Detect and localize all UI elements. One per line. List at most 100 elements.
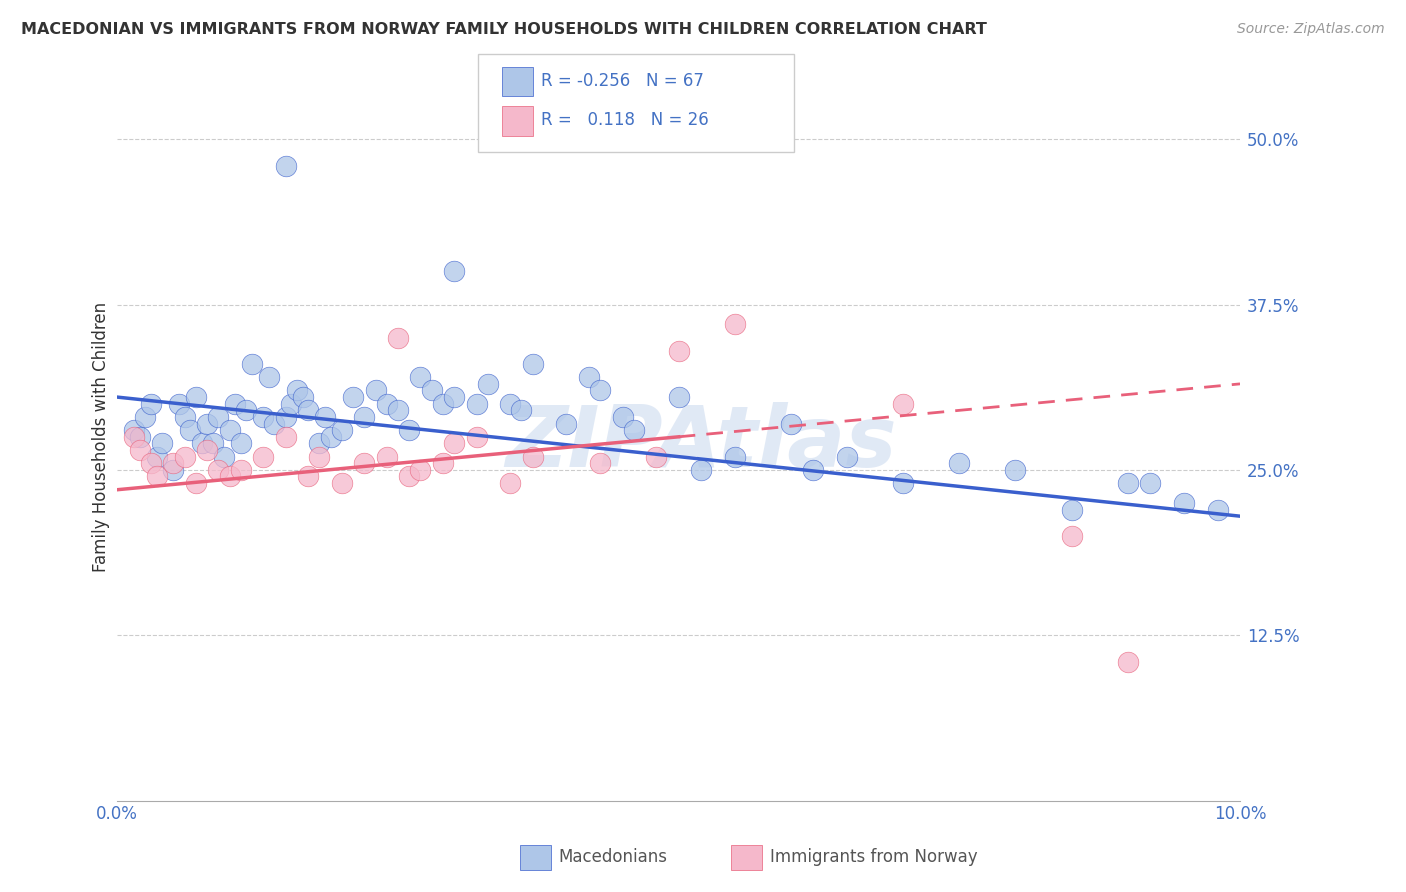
Point xyxy=(240,357,263,371)
Point xyxy=(1206,502,1229,516)
Point xyxy=(522,450,544,464)
Point xyxy=(409,370,432,384)
Point xyxy=(212,450,235,464)
Point xyxy=(1116,476,1139,491)
Point xyxy=(229,436,252,450)
Point xyxy=(330,423,353,437)
Text: Source: ZipAtlas.com: Source: ZipAtlas.com xyxy=(1237,22,1385,37)
Point xyxy=(167,397,190,411)
Point xyxy=(274,430,297,444)
Point xyxy=(235,403,257,417)
Point xyxy=(443,390,465,404)
Point xyxy=(891,476,914,491)
Point xyxy=(162,463,184,477)
Text: Macedonians: Macedonians xyxy=(558,848,668,866)
Point xyxy=(1060,529,1083,543)
Text: MACEDONIAN VS IMMIGRANTS FROM NORWAY FAMILY HOUSEHOLDS WITH CHILDREN CORRELATION: MACEDONIAN VS IMMIGRANTS FROM NORWAY FAM… xyxy=(21,22,987,37)
Point xyxy=(184,476,207,491)
Point xyxy=(668,390,690,404)
Point xyxy=(145,469,167,483)
Point xyxy=(1173,496,1195,510)
Point xyxy=(353,409,375,424)
Point xyxy=(1060,502,1083,516)
Point xyxy=(207,463,229,477)
Point xyxy=(218,469,240,483)
Point xyxy=(128,430,150,444)
Point xyxy=(891,397,914,411)
Point xyxy=(623,423,645,437)
Text: R =   0.118   N = 26: R = 0.118 N = 26 xyxy=(541,112,709,129)
Point xyxy=(173,409,195,424)
Point xyxy=(201,436,224,450)
Point xyxy=(314,409,336,424)
Point xyxy=(297,469,319,483)
Point xyxy=(387,403,409,417)
Point xyxy=(297,403,319,417)
Point xyxy=(195,443,218,458)
Point xyxy=(330,476,353,491)
Point xyxy=(257,370,280,384)
Point xyxy=(780,417,803,431)
Text: R = -0.256   N = 67: R = -0.256 N = 67 xyxy=(541,72,704,90)
Point xyxy=(443,436,465,450)
Point xyxy=(218,423,240,437)
Point xyxy=(409,463,432,477)
Point xyxy=(589,456,612,470)
Point xyxy=(398,469,420,483)
Point xyxy=(184,390,207,404)
Y-axis label: Family Households with Children: Family Households with Children xyxy=(93,301,110,572)
Point xyxy=(1139,476,1161,491)
Point xyxy=(195,417,218,431)
Point xyxy=(139,456,162,470)
Point xyxy=(274,409,297,424)
Point xyxy=(134,409,156,424)
Point xyxy=(668,343,690,358)
Point xyxy=(510,403,533,417)
Point xyxy=(443,264,465,278)
Point xyxy=(499,397,522,411)
Point xyxy=(274,159,297,173)
Point xyxy=(280,397,302,411)
Point xyxy=(432,397,454,411)
Point xyxy=(555,417,578,431)
Point xyxy=(522,357,544,371)
Point xyxy=(387,330,409,344)
Point xyxy=(1004,463,1026,477)
Point xyxy=(285,384,308,398)
Point xyxy=(252,450,274,464)
Point xyxy=(308,450,330,464)
Point xyxy=(578,370,600,384)
Point xyxy=(173,450,195,464)
Point xyxy=(319,430,342,444)
Point xyxy=(375,397,398,411)
Point xyxy=(122,430,145,444)
Point xyxy=(128,443,150,458)
Point xyxy=(229,463,252,477)
Point xyxy=(432,456,454,470)
Point xyxy=(364,384,387,398)
Point xyxy=(499,476,522,491)
Point xyxy=(353,456,375,470)
Point xyxy=(122,423,145,437)
Point xyxy=(477,376,499,391)
Point xyxy=(291,390,314,404)
Point xyxy=(139,397,162,411)
Point xyxy=(465,397,488,411)
Point xyxy=(263,417,285,431)
Point xyxy=(724,318,747,332)
Text: ZIPAtlas: ZIPAtlas xyxy=(505,402,897,485)
Text: Immigrants from Norway: Immigrants from Norway xyxy=(770,848,979,866)
Point xyxy=(803,463,825,477)
Point xyxy=(207,409,229,424)
Point xyxy=(589,384,612,398)
Point xyxy=(150,436,173,450)
Point xyxy=(342,390,364,404)
Point xyxy=(690,463,713,477)
Point xyxy=(948,456,970,470)
Point xyxy=(308,436,330,450)
Point xyxy=(162,456,184,470)
Point xyxy=(724,450,747,464)
Point xyxy=(1116,655,1139,669)
Point xyxy=(145,450,167,464)
Point xyxy=(252,409,274,424)
